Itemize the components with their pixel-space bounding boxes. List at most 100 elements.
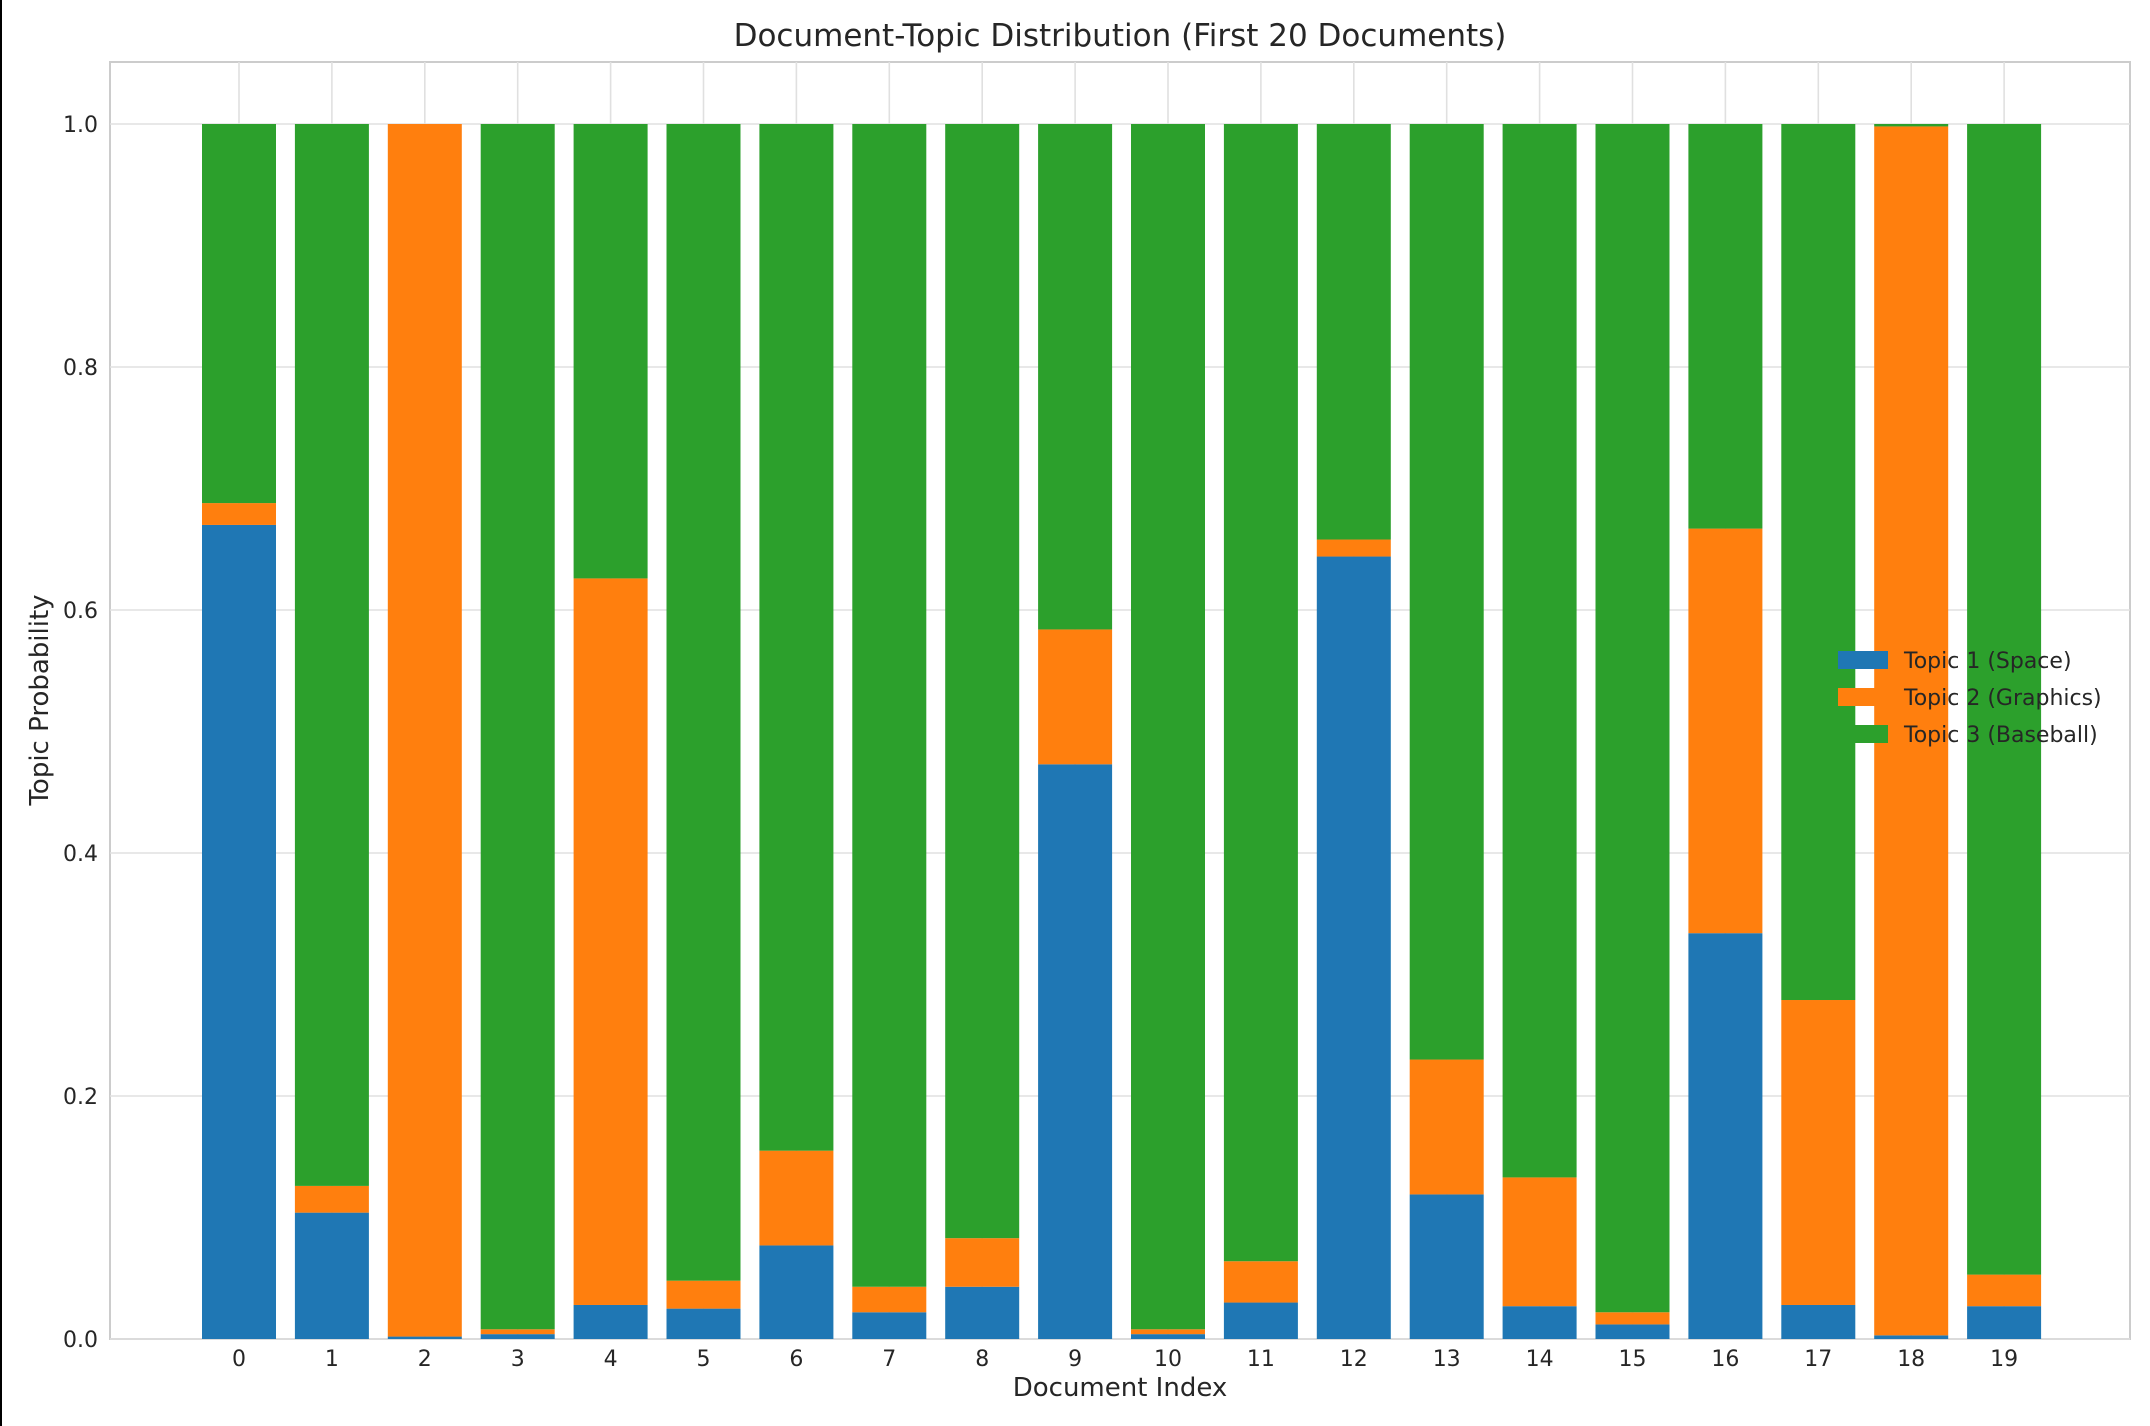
legend-label-topic-3: Topic 3 (Baseball) (1903, 723, 2098, 748)
bar-doc-0-topic-2 (202, 503, 276, 525)
y-tick-label: 0.4 (63, 842, 98, 867)
x-tick-label: 9 (1068, 1347, 1082, 1372)
x-tick-label: 18 (1897, 1347, 1925, 1372)
bar-doc-0-topic-1 (202, 524, 276, 1339)
legend-swatch-topic-3 (1838, 725, 1888, 743)
bar-doc-16-topic-3 (1688, 124, 1763, 529)
bar-doc-13-topic-2 (1409, 1059, 1484, 1195)
bar-doc-5-topic-3 (666, 124, 741, 1281)
x-tick-label: 0 (232, 1347, 246, 1372)
y-tick-label: 0.0 (63, 1328, 98, 1353)
x-tick-label: 8 (975, 1347, 989, 1372)
bar-doc-6-topic-3 (759, 124, 834, 1151)
y-axis-label: Topic Probability (25, 594, 55, 806)
legend-label-topic-2: Topic 2 (Graphics) (1903, 686, 2102, 711)
bar-doc-2-topic-2 (387, 124, 462, 1337)
bar-doc-13-topic-3 (1409, 124, 1484, 1060)
bar-doc-3-topic-3 (480, 124, 555, 1330)
x-tick-label: 2 (418, 1347, 432, 1372)
x-tick-label: 10 (1154, 1347, 1182, 1372)
chart-title: Document-Topic Distribution (First 20 Do… (734, 18, 1507, 54)
x-tick-label: 13 (1433, 1347, 1461, 1372)
bar-doc-17-topic-2 (1781, 1000, 1856, 1305)
legend-swatch-topic-1 (1838, 651, 1888, 669)
bar-doc-9-topic-3 (1038, 124, 1113, 630)
legend-swatch-topic-2 (1838, 688, 1888, 706)
bar-doc-11-topic-2 (1223, 1261, 1298, 1303)
figure-left-border (0, 0, 2, 1426)
x-tick-label: 11 (1247, 1347, 1275, 1372)
x-axis-ticks: 0 1 2 3 4 5 6 7 8 9 10 11 12 13 14 15 16 17 18 19 (232, 1347, 2018, 1372)
bar-doc-9-topic-2 (1038, 629, 1113, 765)
y-axis-ticks: 0.0 0.2 0.4 0.6 0.8 1.0 (63, 113, 98, 1353)
x-tick-label: 1 (325, 1347, 339, 1372)
bar-doc-4-topic-1 (573, 1304, 648, 1339)
bar-doc-18-topic-3 (1874, 124, 1949, 127)
bar-doc-19-topic-2 (1967, 1274, 2042, 1307)
bar-doc-15-topic-2 (1595, 1312, 1670, 1325)
x-tick-label: 17 (1804, 1347, 1832, 1372)
x-tick-label: 12 (1340, 1347, 1368, 1372)
bar-doc-3-topic-2 (480, 1329, 555, 1335)
bar-doc-0-topic-3 (202, 124, 276, 504)
bar-doc-8-topic-1 (945, 1286, 1020, 1339)
x-tick-label: 5 (697, 1347, 711, 1372)
bar-doc-19-topic-3 (1967, 124, 2042, 1275)
x-tick-label: 16 (1711, 1347, 1739, 1372)
bar-doc-4-topic-2 (573, 578, 648, 1305)
y-tick-label: 0.8 (63, 356, 98, 381)
y-tick-label: 1.0 (63, 113, 98, 138)
x-tick-label: 14 (1526, 1347, 1554, 1372)
y-tick-label: 0.6 (63, 599, 98, 624)
bar-doc-15-topic-1 (1595, 1324, 1670, 1339)
x-axis-label: Document Index (1013, 1373, 1228, 1403)
bar-doc-10-topic-2 (1131, 1329, 1205, 1335)
bars-group (202, 124, 2042, 1339)
x-tick-label: 7 (882, 1347, 896, 1372)
bar-doc-5-topic-2 (666, 1280, 741, 1309)
bar-doc-6-topic-1 (759, 1245, 834, 1339)
bar-doc-2-topic-1 (387, 1336, 462, 1339)
plot-area (109, 61, 2131, 1340)
x-tick-label: 6 (789, 1347, 803, 1372)
bar-doc-1-topic-2 (294, 1185, 369, 1213)
x-tick-label: 19 (1990, 1347, 2018, 1372)
bar-doc-1-topic-3 (294, 124, 369, 1186)
bar-doc-14-topic-3 (1502, 124, 1577, 1178)
bar-doc-4-topic-3 (573, 124, 648, 579)
bar-doc-8-topic-3 (945, 124, 1020, 1239)
bar-doc-18-topic-1 (1874, 1335, 1949, 1339)
bar-doc-12-topic-3 (1316, 124, 1391, 540)
bar-doc-16-topic-1 (1688, 933, 1763, 1339)
x-tick-label: 3 (511, 1347, 525, 1372)
bar-doc-3-topic-1 (480, 1334, 555, 1339)
bar-doc-12-topic-2 (1316, 539, 1391, 557)
bar-doc-12-topic-1 (1316, 556, 1391, 1339)
bar-doc-14-topic-1 (1502, 1306, 1577, 1339)
bar-doc-13-topic-1 (1409, 1194, 1484, 1339)
bar-doc-5-topic-1 (666, 1308, 741, 1339)
bar-doc-17-topic-3 (1781, 124, 1856, 1001)
x-tick-label: 15 (1619, 1347, 1647, 1372)
legend[interactable]: Topic 1 (Space) Topic 2 (Graphics) Topic 3… (1838, 649, 2102, 748)
x-tick-label: 4 (604, 1347, 618, 1372)
bar-doc-10-topic-3 (1131, 124, 1205, 1330)
legend-label-topic-1: Topic 1 (Space) (1903, 649, 2072, 674)
bar-doc-14-topic-2 (1502, 1177, 1577, 1307)
bar-doc-11-topic-3 (1223, 124, 1298, 1262)
bar-doc-10-topic-1 (1131, 1334, 1205, 1339)
bar-doc-15-topic-3 (1595, 124, 1670, 1313)
bar-doc-7-topic-3 (852, 124, 927, 1287)
bar-doc-17-topic-1 (1781, 1304, 1856, 1339)
bar-doc-1-topic-1 (294, 1212, 369, 1339)
bar-doc-7-topic-1 (852, 1312, 927, 1339)
bar-doc-8-topic-2 (945, 1238, 1020, 1287)
bar-doc-19-topic-1 (1967, 1306, 2042, 1339)
bar-doc-11-topic-1 (1223, 1302, 1298, 1339)
bar-doc-9-topic-1 (1038, 764, 1113, 1339)
y-tick-label: 0.2 (63, 1085, 98, 1110)
bar-doc-6-topic-2 (759, 1150, 834, 1246)
bar-doc-16-topic-2 (1688, 528, 1763, 934)
bar-doc-7-topic-2 (852, 1286, 927, 1313)
